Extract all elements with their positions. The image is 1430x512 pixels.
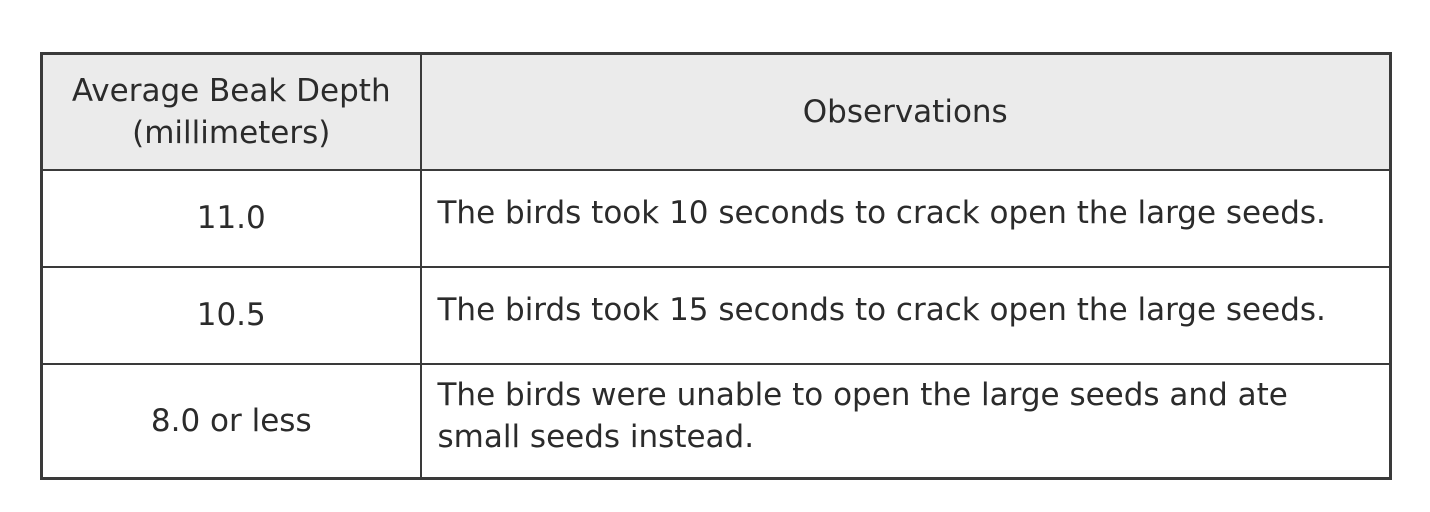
beak-depth-table: Average Beak Depth (millimeters) Observa… (40, 52, 1392, 480)
observation-cell: The birds took 15 seconds to crack open … (419, 265, 1392, 365)
observation-cell: The birds were unable to open the large … (419, 362, 1392, 480)
table-body: 11.0 The birds took 10 seconds to crack … (40, 168, 1392, 480)
table-header: Average Beak Depth (millimeters) Observa… (40, 52, 1392, 171)
table-row: 10.5 The birds took 15 seconds to crack … (40, 265, 1392, 365)
table-row: 11.0 The birds took 10 seconds to crack … (40, 168, 1392, 268)
beak-depth-cell: 8.0 or less (40, 362, 422, 480)
header-average-beak-depth: Average Beak Depth (millimeters) (40, 52, 422, 171)
header-row: Average Beak Depth (millimeters) Observa… (40, 52, 1392, 171)
table-row: 8.0 or less The birds were unable to ope… (40, 362, 1392, 480)
beak-depth-cell: 10.5 (40, 265, 422, 365)
observation-cell: The birds took 10 seconds to crack open … (419, 168, 1392, 268)
beak-depth-cell: 11.0 (40, 168, 422, 268)
header-observations: Observations (419, 52, 1392, 171)
